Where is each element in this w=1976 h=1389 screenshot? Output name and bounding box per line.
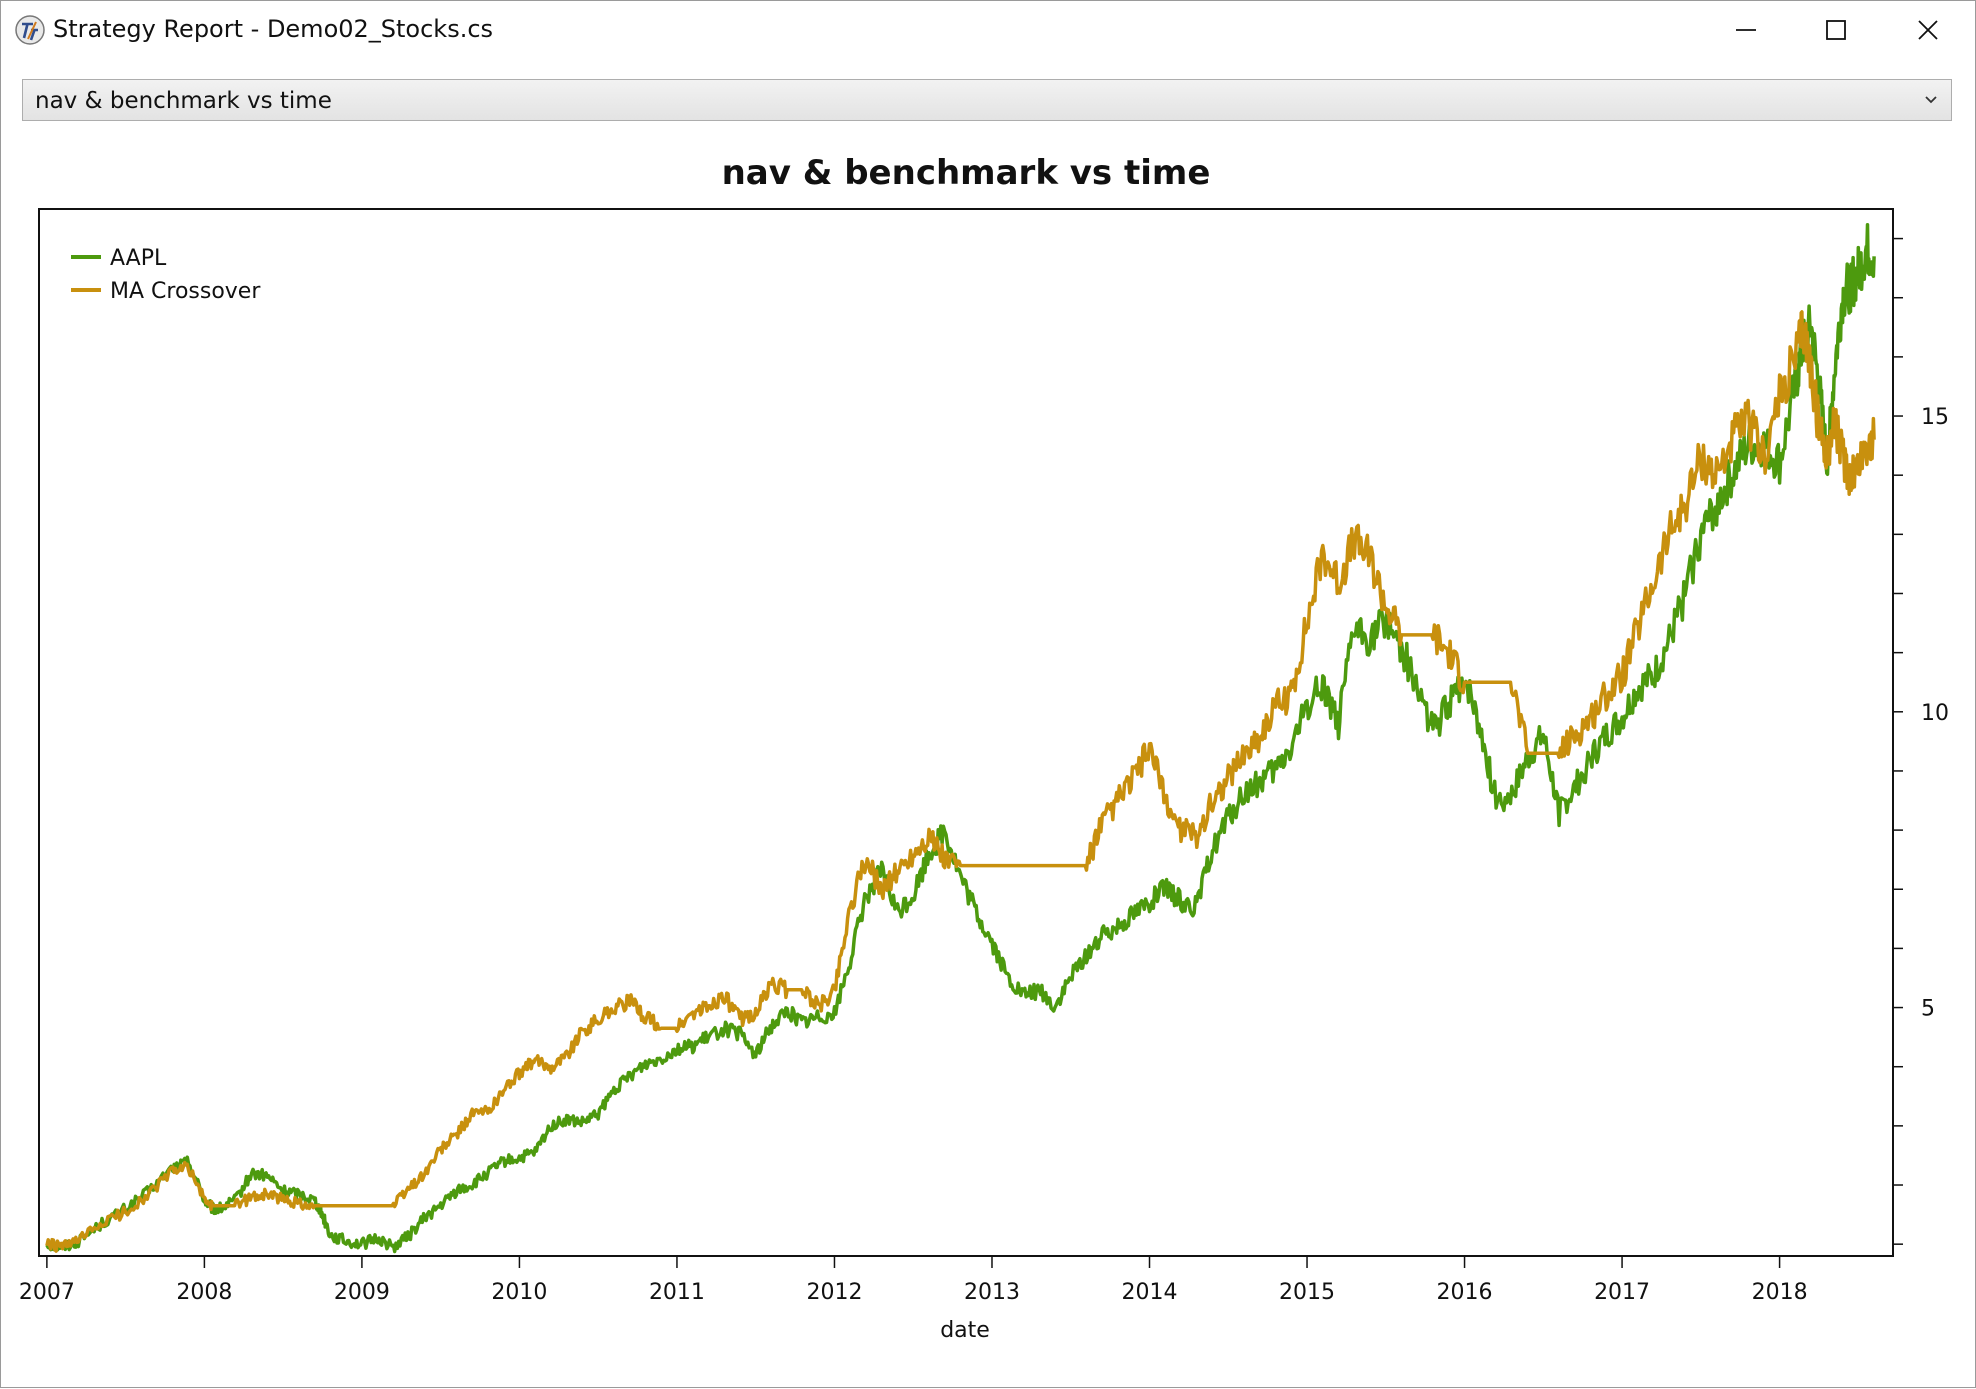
x-tick-label: 2014	[1122, 1280, 1178, 1305]
y-tick-label: 15	[1921, 405, 1949, 430]
x-tick-label: 2017	[1594, 1280, 1650, 1305]
x-tick-label: 2009	[334, 1280, 390, 1305]
x-tick-label: 2015	[1279, 1280, 1335, 1305]
legend-label-aapl: AAPL	[110, 246, 167, 271]
plot-area	[38, 208, 1894, 1257]
chart-selector-dropdown[interactable]: nav & benchmark vs time	[22, 79, 1952, 121]
maximize-icon	[1826, 20, 1846, 40]
series-line-aapl	[45, 222, 1876, 1254]
x-tick-label: 2007	[19, 1280, 75, 1305]
series-lines	[45, 222, 1876, 1254]
close-icon	[1918, 20, 1938, 40]
x-tick-label: 2010	[491, 1280, 547, 1305]
axes: 2007 2008 2009 2010 2011 2012 2013 2014 2015 2016…	[19, 237, 1949, 1305]
x-tick-label: 2018	[1752, 1280, 1808, 1305]
x-tick-label: 2016	[1437, 1280, 1493, 1305]
legend-label-ma-crossover: MA Crossover	[110, 279, 261, 304]
minimize-button[interactable]	[1716, 9, 1776, 51]
chart-title: nav & benchmark vs time	[721, 153, 1211, 193]
close-button[interactable]	[1898, 9, 1958, 51]
x-tick-label: 2011	[649, 1280, 705, 1305]
x-tick-label: 2012	[806, 1280, 862, 1305]
title-bar[interactable]: Strategy Report - Demo02_Stocks.cs	[1, 1, 1975, 61]
x-axis-label: date	[940, 1318, 990, 1343]
window-title: Strategy Report - Demo02_Stocks.cs	[53, 15, 494, 43]
legend: AAPL MA Crossover	[71, 246, 261, 304]
app-icon	[15, 15, 45, 45]
x-tick-label: 2008	[176, 1280, 232, 1305]
series-line-ma-crossover	[45, 310, 1876, 1253]
dropdown-selected-value: nav & benchmark vs time	[35, 88, 332, 114]
minimize-icon	[1736, 29, 1756, 31]
y-tick-label: 10	[1921, 701, 1949, 726]
x-tick-label: 2013	[964, 1280, 1020, 1305]
y-tick-label: 5	[1921, 997, 1935, 1022]
chevron-down-icon	[1925, 96, 1937, 104]
maximize-button[interactable]	[1806, 9, 1866, 51]
